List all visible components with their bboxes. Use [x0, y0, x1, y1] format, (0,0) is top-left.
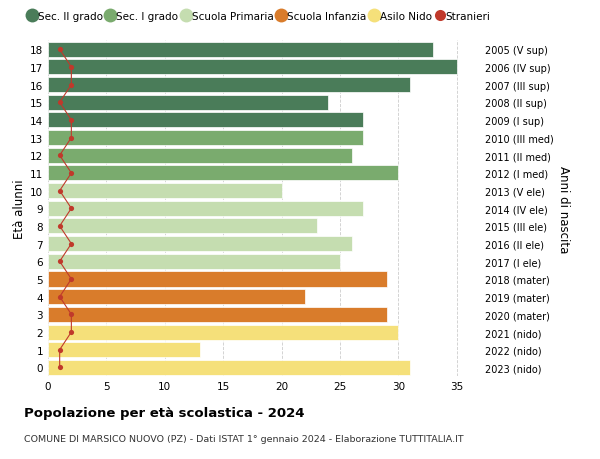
Point [67, 329, 76, 336]
Bar [48, 202, 363, 216]
Point [67, 82, 76, 89]
Bar [48, 95, 328, 111]
Point [55, 46, 64, 54]
Bar [48, 60, 457, 75]
Text: COMUNE DI MARSICO NUOVO (PZ) - Dati ISTAT 1° gennaio 2024 - Elaborazione TUTTITA: COMUNE DI MARSICO NUOVO (PZ) - Dati ISTA… [24, 434, 464, 443]
Point [67, 205, 76, 213]
Bar [48, 290, 305, 304]
Y-axis label: Anni di nascita: Anni di nascita [557, 165, 570, 252]
Point [55, 223, 64, 230]
Point [67, 134, 76, 142]
Bar [48, 272, 386, 287]
Y-axis label: Età alunni: Età alunni [13, 179, 26, 239]
Point [55, 364, 64, 371]
Point [55, 188, 64, 195]
Bar [48, 131, 363, 146]
Bar [48, 219, 317, 234]
Bar [48, 342, 200, 358]
Bar [48, 43, 433, 58]
Bar [48, 254, 340, 269]
Point [67, 170, 76, 177]
Point [67, 64, 76, 72]
Point [55, 293, 64, 301]
Point [55, 346, 64, 353]
Point [55, 258, 64, 265]
Bar [48, 360, 410, 375]
Point [55, 152, 64, 160]
Bar [48, 113, 363, 128]
Bar [48, 325, 398, 340]
Text: Popolazione per età scolastica - 2024: Popolazione per età scolastica - 2024 [24, 406, 305, 419]
Bar [48, 166, 398, 181]
Bar [48, 237, 352, 252]
Point [55, 99, 64, 106]
Point [67, 241, 76, 248]
Bar [48, 184, 281, 199]
Point [67, 311, 76, 319]
Bar [48, 307, 386, 322]
Legend: Sec. II grado, Sec. I grado, Scuola Primaria, Scuola Infanzia, Asilo Nido, Stran: Sec. II grado, Sec. I grado, Scuola Prim… [29, 12, 490, 22]
Point [67, 117, 76, 124]
Bar [48, 78, 410, 93]
Point [67, 276, 76, 283]
Bar [48, 148, 352, 163]
